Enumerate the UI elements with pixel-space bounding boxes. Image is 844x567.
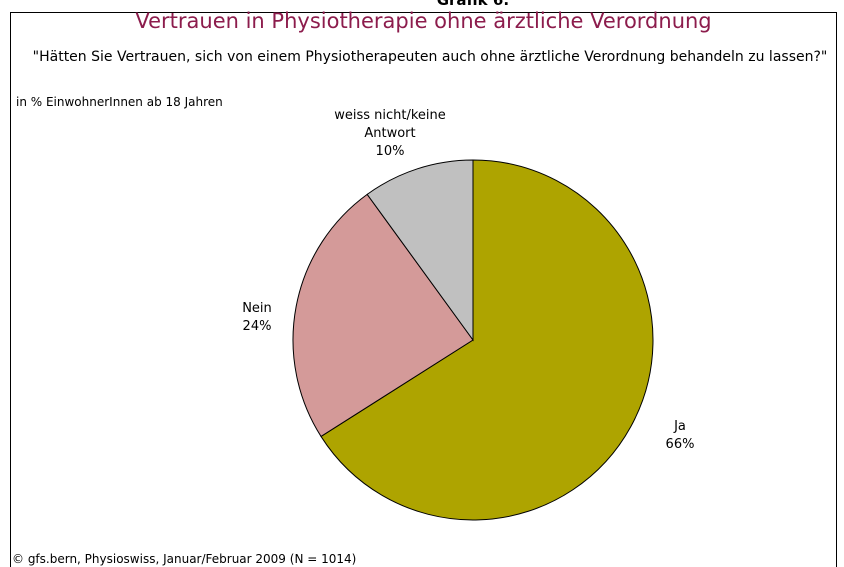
slice-label: weiss nicht/keine Antwort 10%	[330, 107, 450, 161]
slice-label: Nein 24%	[227, 300, 287, 336]
chart-title: Vertrauen in Physiotherapie ohne ärztlic…	[135, 9, 712, 33]
pie-slice	[320, 159, 654, 521]
slice-category: weiss nicht/keine Antwort	[334, 108, 446, 141]
slice-label: Ja 66%	[650, 418, 710, 454]
slice-category: Ja	[674, 419, 686, 434]
slice-category: Nein	[242, 301, 272, 316]
unit-note: in % EinwohnerInnen ab 18 Jahren	[16, 95, 223, 109]
chart-frame	[10, 12, 837, 567]
header: Grafik 6:	[436, 0, 510, 9]
source: © gfs.bern, Physioswiss, Januar/Februar …	[12, 552, 357, 566]
slice-value: 10%	[375, 144, 405, 159]
subtitle: "Hätten Sie Vertrauen, sich von einem Ph…	[32, 49, 828, 65]
slice-value: 66%	[665, 437, 695, 452]
slice-value: 24%	[242, 319, 272, 334]
pie-slice	[366, 159, 474, 342]
pie-slice	[292, 193, 474, 438]
